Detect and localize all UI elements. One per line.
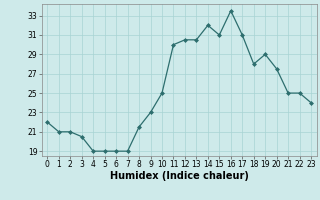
X-axis label: Humidex (Indice chaleur): Humidex (Indice chaleur)	[110, 171, 249, 181]
